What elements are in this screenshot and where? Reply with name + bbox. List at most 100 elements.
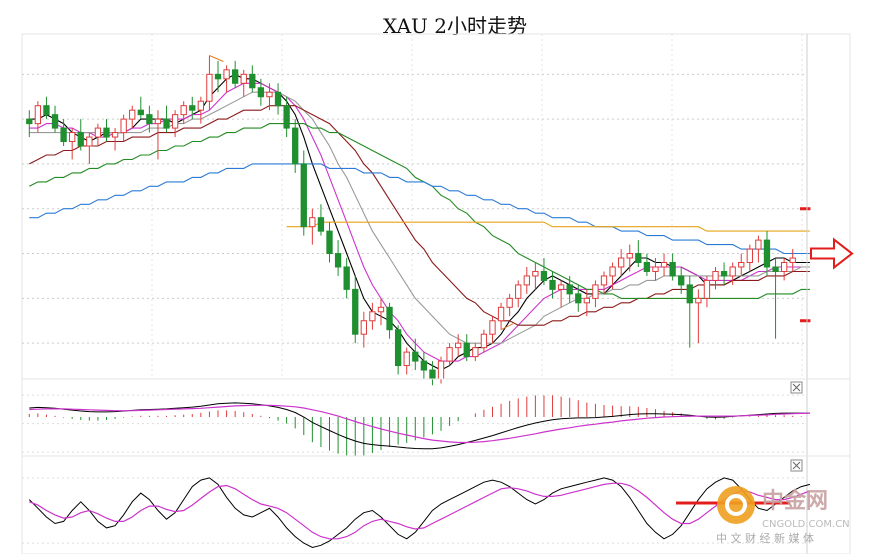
candle-body [763, 239, 771, 268]
candle-body [386, 306, 393, 331]
candle-body [43, 105, 50, 116]
kd-d-line [29, 482, 811, 540]
candle-body [412, 351, 419, 362]
candle-body [309, 217, 316, 228]
candle-body [712, 270, 719, 281]
macd-panel-frame [21, 378, 851, 457]
moving-average-line-5 [29, 123, 810, 299]
candle-body [532, 270, 539, 277]
candle-body [695, 297, 702, 304]
kd-close-icon-cross [792, 461, 801, 470]
candle-body [480, 333, 488, 349]
candle-body [146, 114, 153, 125]
kd-k-line [28, 477, 811, 549]
candle-body [652, 266, 659, 272]
candle-body [703, 279, 711, 299]
candle-body [463, 342, 470, 358]
watermark-logo-ring [725, 494, 747, 516]
candle-body [197, 100, 205, 111]
candle-body [369, 311, 376, 322]
candle-body [283, 105, 290, 129]
candle-body [403, 351, 410, 367]
candle-body [77, 132, 84, 147]
candle-body [437, 360, 445, 380]
candle-body [129, 109, 136, 120]
candle-body [609, 266, 616, 277]
high-marker-line [209, 55, 224, 62]
candle-body [669, 262, 676, 277]
candle-body [780, 262, 788, 272]
candle-body [446, 347, 453, 362]
main-panel-frame [21, 33, 851, 380]
candle-body [292, 127, 299, 165]
candle-body [103, 127, 110, 138]
moving-average-line-7 [286, 221, 810, 232]
macd-close-icon-cross [792, 383, 801, 392]
candle-body [626, 253, 633, 259]
candle-body [60, 127, 67, 143]
candle-body [635, 253, 642, 264]
candle-body [583, 297, 591, 304]
candle-body [720, 270, 728, 277]
candle-body [377, 306, 385, 313]
moving-average-line-4 [29, 105, 810, 326]
candle-body [94, 127, 102, 138]
candle-body [274, 91, 282, 107]
candle-body [223, 69, 230, 80]
candle-body [334, 253, 342, 268]
trend-arrow-icon [810, 237, 854, 270]
low-marker-line [500, 323, 514, 331]
macd-dea-line [29, 404, 810, 444]
candle-body [34, 105, 42, 125]
candle-body [489, 320, 496, 335]
candle-body [617, 257, 625, 268]
candle-body [557, 284, 565, 290]
candle-body [455, 342, 462, 349]
watermark: 中金网 CNGOLD.COM.CN 中 文 财 经 新 媒 体 [716, 486, 850, 545]
watermark-tagline: 中 文 财 经 新 媒 体 [716, 531, 814, 545]
candle-body [51, 114, 59, 129]
candle-body [300, 163, 307, 228]
candle-body [592, 284, 599, 299]
candle-body [240, 73, 247, 84]
watermark-logo [717, 486, 755, 524]
candle-body [86, 136, 93, 147]
candle-body [266, 91, 273, 98]
candle-body [746, 248, 753, 264]
candle-body [575, 293, 582, 304]
candle-body [472, 347, 479, 358]
watermark-site-domain: CNGOLD.COM.CN [762, 519, 850, 530]
candle-body [249, 73, 256, 89]
candle-body [660, 262, 668, 268]
candle-body [789, 257, 796, 264]
candle-body [26, 118, 33, 125]
candle-body [171, 114, 179, 129]
candle-body [111, 132, 119, 138]
candle-body [643, 262, 651, 272]
candle-body [755, 239, 762, 250]
watermark-site-name: 中金网 [762, 488, 828, 514]
candle-body [257, 87, 265, 98]
candle-body [163, 118, 170, 129]
candle-body [420, 360, 428, 371]
candle-body [394, 329, 402, 367]
candle-body [352, 288, 359, 335]
candle-body [120, 118, 127, 134]
candle-body [189, 105, 196, 111]
candle-body [678, 275, 685, 286]
candle-body [523, 275, 530, 286]
candle-body [360, 320, 367, 335]
candle-body [429, 369, 436, 380]
candle-body [214, 73, 222, 80]
candle-body [154, 118, 162, 125]
candle-body [231, 69, 239, 84]
candle-body [566, 284, 573, 295]
candle-body [549, 279, 556, 290]
candle-body [515, 284, 522, 299]
candle-body [600, 275, 608, 286]
candle-body [738, 262, 745, 268]
moving-average-line-3 [29, 91, 810, 344]
candle-body [69, 132, 76, 143]
